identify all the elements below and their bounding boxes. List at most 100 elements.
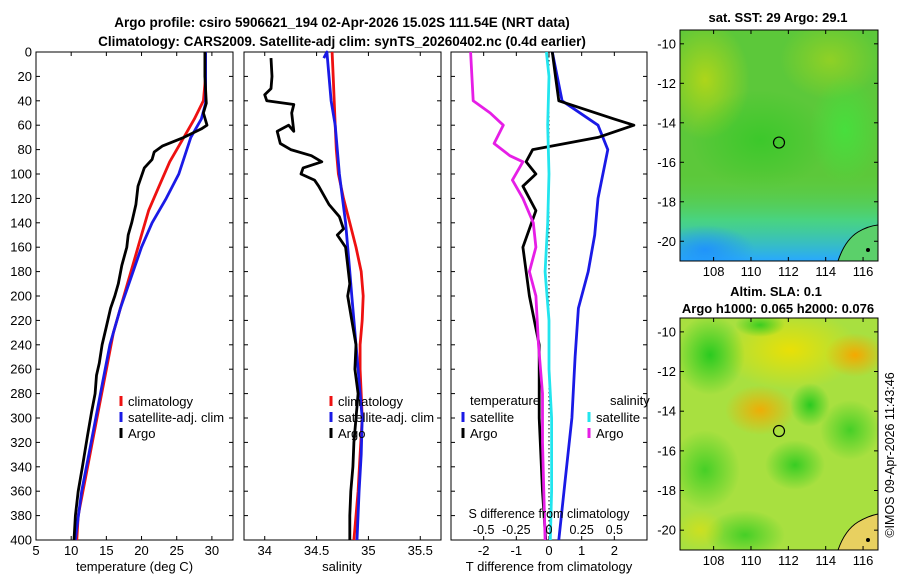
sla-argo-marker (772, 424, 786, 438)
y-tick-label: 120 (10, 191, 32, 206)
y-tick-label: 40 (18, 93, 32, 108)
y-tick-label: 200 (10, 289, 32, 304)
map-x-tick-label: 112 (778, 553, 799, 568)
sst-map-image (680, 30, 878, 261)
legend-t-satellite-label: satellite (470, 410, 514, 425)
legend-t-argo-label: Argo (470, 426, 497, 441)
temperature-legend: climatology satellite-adj. clim Argo (119, 394, 224, 441)
salinity-series (263, 50, 365, 541)
series-line-salinity-argo (469, 51, 547, 541)
y-tick-label: 240 (10, 337, 32, 352)
y-tick-label: 320 (10, 435, 32, 450)
figure-title-line2: Climatology: CARS2009. Satellite-adj cli… (98, 34, 586, 49)
series-line-argo (72, 52, 209, 541)
difference-xlabel-top: S difference from climatology (469, 507, 631, 521)
x-tick-label: 2 (611, 543, 618, 558)
map-y-tick-label: -12 (657, 364, 676, 379)
sla-map-panel: Altim. SLA: 0.1 Argo h1000: 0.065 h2000:… (657, 284, 879, 568)
difference-legend: temperature salinity satellite Argo sate… (461, 393, 650, 441)
y-tick-label: 220 (10, 313, 32, 328)
top-tick-label: 0.25 (569, 523, 593, 537)
legend-temperature-header: temperature (470, 393, 540, 408)
top-tick-label: 0.5 (606, 523, 623, 537)
x-tick-label: -2 (478, 543, 490, 558)
salinity-yticks (244, 51, 441, 541)
x-tick-label: 20 (134, 543, 148, 558)
sst-yticks: -10 -12 -14 -16 -18 -20 (657, 36, 878, 249)
y-tick-label: 60 (18, 118, 32, 133)
sla-low-patch (765, 440, 825, 490)
sla-low-patch (735, 318, 785, 337)
sla-low-patch (820, 400, 878, 460)
x-tick-label: 35.5 (408, 543, 433, 558)
y-tick-label: 280 (10, 386, 32, 401)
temperature-series (72, 52, 209, 541)
x-tick-label: 1 (578, 543, 585, 558)
y-tick-label: 180 (10, 264, 32, 279)
sla-map-frame (679, 317, 879, 551)
x-tick-label: 0 (545, 543, 552, 558)
sla-low-patch (680, 318, 745, 395)
map-x-tick-label: 110 (741, 264, 762, 279)
temperature-panel: 0 20 40 60 80 100 120 140 160 180 200 220 240 260 280 3… (10, 45, 234, 574)
sst-map-title: sat. SST: 29 Argo: 29.1 (709, 10, 848, 25)
top-tick-label: -0.25 (502, 523, 531, 537)
sst-green-patch (690, 90, 830, 190)
map-y-tick-label: -18 (657, 483, 676, 498)
legend-s-argo-label: Argo (596, 426, 623, 441)
x-tick-label: 10 (64, 543, 78, 558)
x-tick-label: 34 (258, 543, 272, 558)
map-y-tick-label: -12 (657, 76, 676, 91)
sla-low-patch (790, 383, 830, 427)
y-tick-label: 260 (10, 362, 32, 377)
series-line-salinity-satellite (543, 51, 553, 541)
x-tick-label: 30 (205, 543, 219, 558)
salinity-legend: climatology satellite-adj. clim Argo (329, 394, 434, 441)
legend-argo-label: Argo (338, 426, 365, 441)
sla-map-title-line1: Altim. SLA: 0.1 (730, 284, 822, 299)
sla-high-patch (680, 510, 725, 550)
temperature-axes-frame (35, 51, 234, 541)
series-line-temperature-satellite (550, 51, 610, 541)
y-tick-label: 400 (10, 533, 32, 548)
sla-low-patch (705, 510, 785, 550)
difference-yticks (451, 51, 647, 541)
series-line-satellite-adj-clim (322, 50, 364, 541)
legend-salinity-header: salinity (610, 393, 650, 408)
y-tick-label: 0 (25, 45, 32, 60)
legend-climatology-label: climatology (128, 394, 194, 409)
map-y-tick-label: -20 (657, 523, 676, 538)
salinity-xticks: 34 34.5 35 35.5 (258, 52, 433, 558)
y-tick-label: 380 (10, 508, 32, 523)
salinity-panel: 34 34.5 35 35.5 salinity climatology satell… (243, 50, 442, 574)
temperature-xlabel: temperature (deg C) (76, 559, 193, 574)
sst-map-frame (679, 29, 879, 262)
temperature-yticks: 0 20 40 60 80 100 120 140 160 180 200 220 240 260 280 3… (10, 45, 233, 548)
legend-climatology-label: climatology (338, 394, 404, 409)
difference-top-ticklabels: -0.5 -0.25 0 0.25 0.5 (473, 523, 623, 537)
difference-xlabel: T difference from climatology (466, 559, 633, 574)
map-x-tick-label: 108 (703, 264, 725, 279)
sla-yticks: -10 -12 -14 -16 -18 -20 (657, 324, 878, 538)
map-y-tick-label: -10 (657, 324, 676, 339)
sla-xticks: 108 110 112 114 116 (703, 318, 873, 568)
map-x-tick-label: 114 (815, 553, 836, 568)
y-tick-label: 360 (10, 484, 32, 499)
sst-island (866, 248, 870, 252)
difference-panel: -2 -1 0 1 2 T difference from climatology S … (450, 51, 650, 574)
map-y-tick-label: -10 (657, 36, 676, 51)
sla-low-patch (680, 430, 740, 510)
sla-map-image (680, 318, 878, 550)
copyright-watermark: ©IMOS 09-Apr-2026 11:43:46 (883, 372, 897, 537)
sst-green-patch (810, 75, 878, 185)
sst-map-panel: sat. SST: 29 Argo: 29.1 -10-12-14-16-18-… (657, 10, 879, 279)
y-tick-label: 300 (10, 411, 32, 426)
map-y-tick-label: -16 (657, 155, 676, 170)
map-y-tick-label: -14 (657, 115, 676, 130)
series-line-satellite-adj-clim (74, 52, 208, 541)
sla-island (866, 538, 870, 542)
map-y-tick-label: -18 (657, 194, 676, 209)
x-tick-label: 5 (32, 543, 39, 558)
map-y-tick-label: -14 (657, 404, 676, 419)
